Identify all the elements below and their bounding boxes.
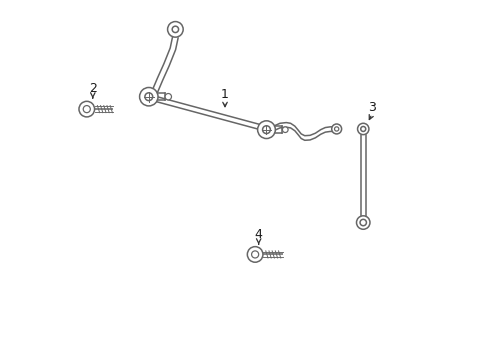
Text: 2: 2 bbox=[89, 82, 97, 95]
Circle shape bbox=[144, 93, 152, 100]
Circle shape bbox=[334, 127, 338, 131]
Circle shape bbox=[257, 121, 275, 139]
Circle shape bbox=[167, 22, 183, 37]
Circle shape bbox=[251, 251, 258, 258]
Circle shape bbox=[356, 216, 369, 229]
Text: 1: 1 bbox=[221, 89, 228, 102]
Circle shape bbox=[331, 124, 341, 134]
Circle shape bbox=[282, 127, 287, 132]
Circle shape bbox=[262, 126, 270, 134]
Circle shape bbox=[359, 219, 366, 226]
Circle shape bbox=[83, 105, 90, 113]
Circle shape bbox=[172, 26, 178, 32]
Circle shape bbox=[357, 123, 368, 135]
Circle shape bbox=[360, 126, 365, 131]
Circle shape bbox=[139, 87, 158, 106]
Circle shape bbox=[247, 247, 263, 262]
Text: 4: 4 bbox=[254, 229, 262, 242]
Text: 3: 3 bbox=[367, 101, 375, 114]
Circle shape bbox=[79, 101, 94, 117]
Circle shape bbox=[165, 94, 171, 100]
